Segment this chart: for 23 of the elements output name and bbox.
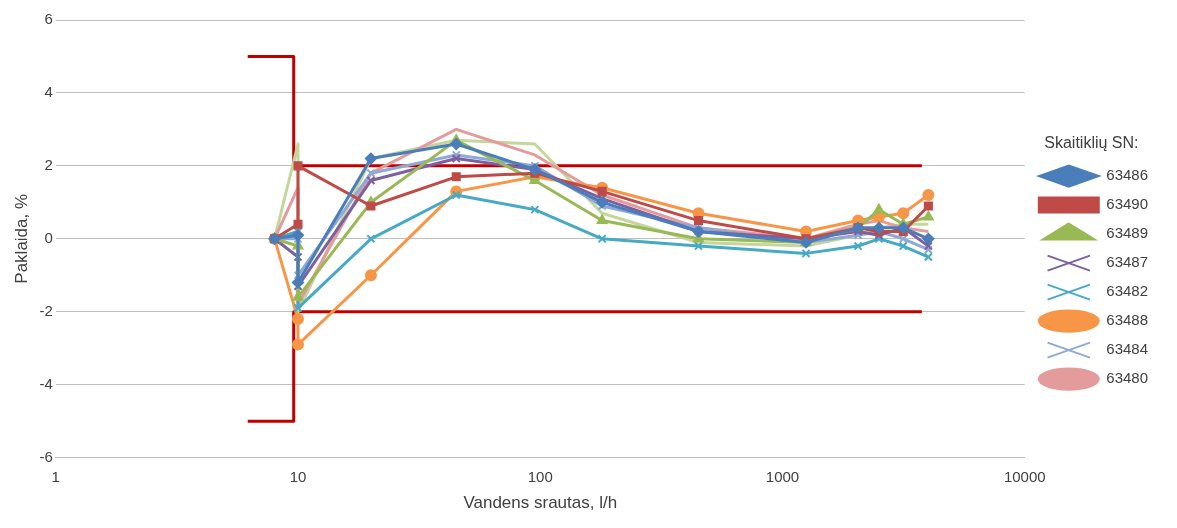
y-tick-label: -6 (39, 447, 53, 465)
x-tick-label: 10000 (1003, 467, 1046, 485)
legend-label: 63486 (1106, 166, 1149, 184)
legend-label: 63484 (1106, 340, 1149, 358)
legend-label: 63482 (1106, 282, 1149, 300)
y-axis-title: Paklaida, % (11, 193, 31, 284)
x-tick-label: 10 (289, 467, 307, 485)
y-tick-label: 6 (44, 10, 53, 28)
legend-label: 63488 (1106, 311, 1149, 329)
legend-title: Skaitiklių SN: (1044, 133, 1139, 151)
legend-label: 63487 (1106, 253, 1149, 271)
x-tick-label: 1 (51, 467, 60, 485)
x-axis-title: Vandens srautas, l/h (463, 493, 618, 513)
y-tick-label: 4 (44, 83, 53, 101)
legend-label: 63489 (1106, 224, 1149, 242)
y-tick-label: -2 (39, 301, 53, 319)
y-tick-label: 0 (44, 228, 53, 246)
y-tick-label: 2 (44, 156, 53, 174)
legend-label: 63490 (1106, 195, 1149, 213)
legend-label: 63480 (1106, 369, 1149, 387)
x-tick-label: 1000 (765, 467, 800, 485)
y-tick-label: -4 (39, 374, 53, 392)
x-tick-label: 100 (527, 467, 553, 485)
